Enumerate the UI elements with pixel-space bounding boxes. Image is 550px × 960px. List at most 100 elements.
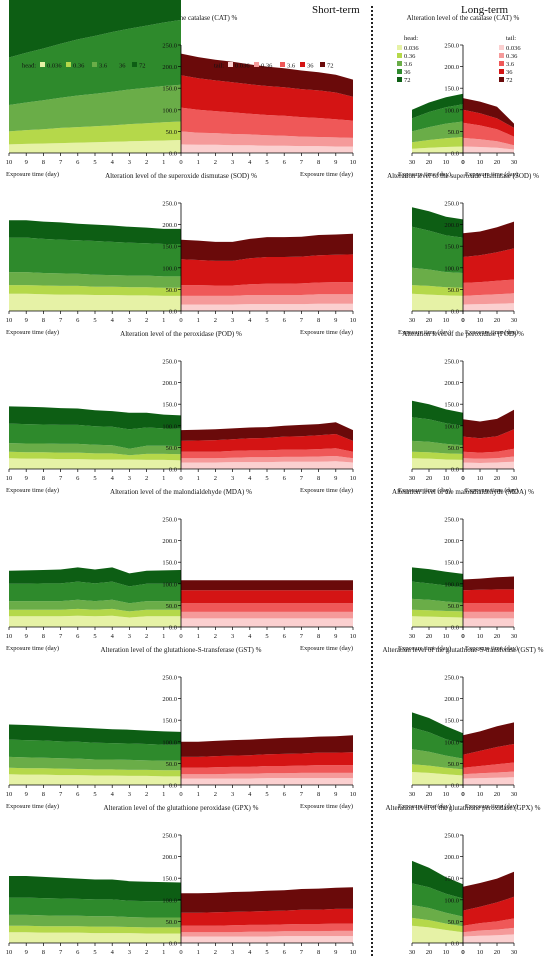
- long-legend-tail-label: tail:: [506, 35, 516, 42]
- long-x-tick-label: 30: [409, 633, 416, 640]
- legend-head-swatch: [66, 62, 71, 67]
- short-tail-area-0.036: [181, 303, 353, 311]
- short-x-tick-label: 7: [59, 791, 63, 798]
- short-x-tick-label: 2: [145, 317, 148, 324]
- long-head-area-0.036: [412, 772, 463, 785]
- long-x-tick-label: 20: [494, 159, 501, 166]
- short-y-tick-label: 50.0: [166, 287, 177, 294]
- short-x-tick-label: 4: [248, 633, 252, 640]
- long-tail-area-0.036: [463, 461, 514, 469]
- long-tail-area-36: [463, 744, 514, 768]
- short-x-tick-label: 1: [197, 949, 200, 956]
- short-y-tick-label: 150.0: [162, 244, 177, 251]
- short-x-tick-label: 4: [111, 317, 115, 324]
- long-x-tick-label: 30: [511, 791, 518, 798]
- long-y-tick-label: 50.0: [448, 603, 459, 610]
- short-x-label-left: Exposure time (day): [6, 329, 59, 336]
- long-x-tick-label: 10: [443, 159, 450, 166]
- long-y-tick-label: 250.0: [444, 201, 459, 208]
- short-x-tick-label: 8: [42, 949, 45, 956]
- short-x-tick-label: 7: [300, 317, 304, 324]
- legend-head-item: 3.6: [99, 63, 108, 70]
- short-y-tick-label: 50.0: [166, 129, 177, 136]
- short-x-tick-label: 9: [25, 159, 28, 166]
- short-x-tick-label: 2: [145, 159, 148, 166]
- long-x-tick-label: 10: [477, 475, 484, 482]
- legend-head-swatch: [112, 62, 117, 67]
- long-head-area-36: [412, 727, 463, 759]
- short-head-area-0.036: [9, 140, 181, 153]
- short-x-label-left: Exposure time (day): [6, 803, 59, 810]
- short-x-tick-label: 7: [59, 633, 63, 640]
- long-tail-area-0.036: [463, 146, 514, 153]
- short-x-tick-label: 2: [214, 633, 217, 640]
- short-x-label-right: Exposure time (day): [300, 803, 353, 810]
- short-tail-area-0.036: [181, 144, 353, 153]
- short-y-tick-label: 150.0: [162, 86, 177, 93]
- short-tail-area-0.36: [181, 772, 353, 779]
- short-x-label-left: Exposure time (day): [6, 171, 59, 178]
- short-x-tick-label: 10: [6, 633, 13, 640]
- short-x-tick-label: 9: [334, 791, 337, 798]
- short-x-tick-label: 9: [25, 791, 28, 798]
- long-head-area-36: [412, 104, 463, 132]
- long-x-tick-label: 10: [477, 633, 484, 640]
- long-head-area-3.6: [412, 598, 463, 612]
- short-head-area-72: [9, 567, 181, 587]
- short-x-tick-label: 7: [59, 949, 63, 956]
- long-x-label-left: Exposure time (day): [398, 645, 451, 652]
- short-x-tick-label: 5: [93, 791, 96, 798]
- legend-head-swatch: [92, 62, 97, 67]
- legend-tail-swatch: [254, 62, 259, 67]
- long-x-tick-label: 0: [461, 949, 464, 956]
- short-tail-area-0.036: [181, 936, 353, 943]
- short-x-tick-label: 4: [111, 633, 115, 640]
- short-x-tick-label: 8: [42, 791, 45, 798]
- long-y-tick-label: 150.0: [444, 876, 459, 883]
- long-x-tick-label: 10: [477, 159, 484, 166]
- short-y-tick-label: 150.0: [162, 560, 177, 567]
- short-y-tick-label: 200.0: [162, 854, 177, 861]
- long-x-label-right: Exposure time (day): [465, 329, 518, 336]
- long-y-tick-label: 250.0: [444, 359, 459, 366]
- long-head-area-3.6: [412, 440, 463, 454]
- short-x-tick-label: 8: [42, 317, 45, 324]
- short-x-tick-label: 10: [6, 949, 13, 956]
- long-x-label-left: Exposure time (day): [398, 171, 451, 178]
- short-x-label-right: Exposure time (day): [300, 171, 353, 178]
- short-head-area-0.036: [9, 615, 181, 627]
- long-x-tick-label: 30: [409, 791, 416, 798]
- legend-tail-swatch: [228, 62, 233, 67]
- long-legend-head-swatch: [397, 53, 402, 58]
- long-x-tick-label: 0: [461, 633, 464, 640]
- short-x-tick-label: 9: [334, 317, 337, 324]
- short-x-tick-label: 2: [145, 949, 148, 956]
- short-tail-area-36: [181, 254, 353, 286]
- long-head-area-72: [412, 712, 463, 744]
- long-x-tick-label: 0: [461, 475, 464, 482]
- short-tail-area-3.6: [181, 765, 353, 775]
- column-divider: [371, 6, 373, 956]
- long-x-tick-label: 20: [426, 317, 433, 324]
- short-tail-area-72: [181, 580, 353, 591]
- short-y-tick-label: 100.0: [162, 581, 177, 588]
- short-y-tick-label: 250.0: [162, 359, 177, 366]
- long-y-tick-label: 50.0: [448, 287, 459, 294]
- short-head-area-72: [9, 724, 181, 745]
- long-y-tick-label: 200.0: [444, 854, 459, 861]
- long-x-tick-label: 0: [461, 791, 464, 798]
- long-tail-area-36: [463, 248, 514, 283]
- short-x-tick-label: 2: [145, 633, 148, 640]
- short-head-area-36: [9, 237, 181, 277]
- short-x-tick-label: 10: [350, 949, 357, 956]
- long-tail-area-0.36: [463, 137, 514, 150]
- long-y-tick-label: 150.0: [444, 244, 459, 251]
- long-tail-area-0.36: [463, 456, 514, 463]
- short-y-tick-label: 250.0: [162, 43, 177, 50]
- long-y-tick-label: 100.0: [444, 581, 459, 588]
- long-tail-area-0.36: [463, 293, 514, 305]
- long-legend-tail-item: 0.036: [506, 45, 521, 52]
- short-y-tick-label: 200.0: [162, 222, 177, 229]
- long-legend-head-swatch: [397, 61, 402, 66]
- short-x-tick-label: 10: [350, 633, 357, 640]
